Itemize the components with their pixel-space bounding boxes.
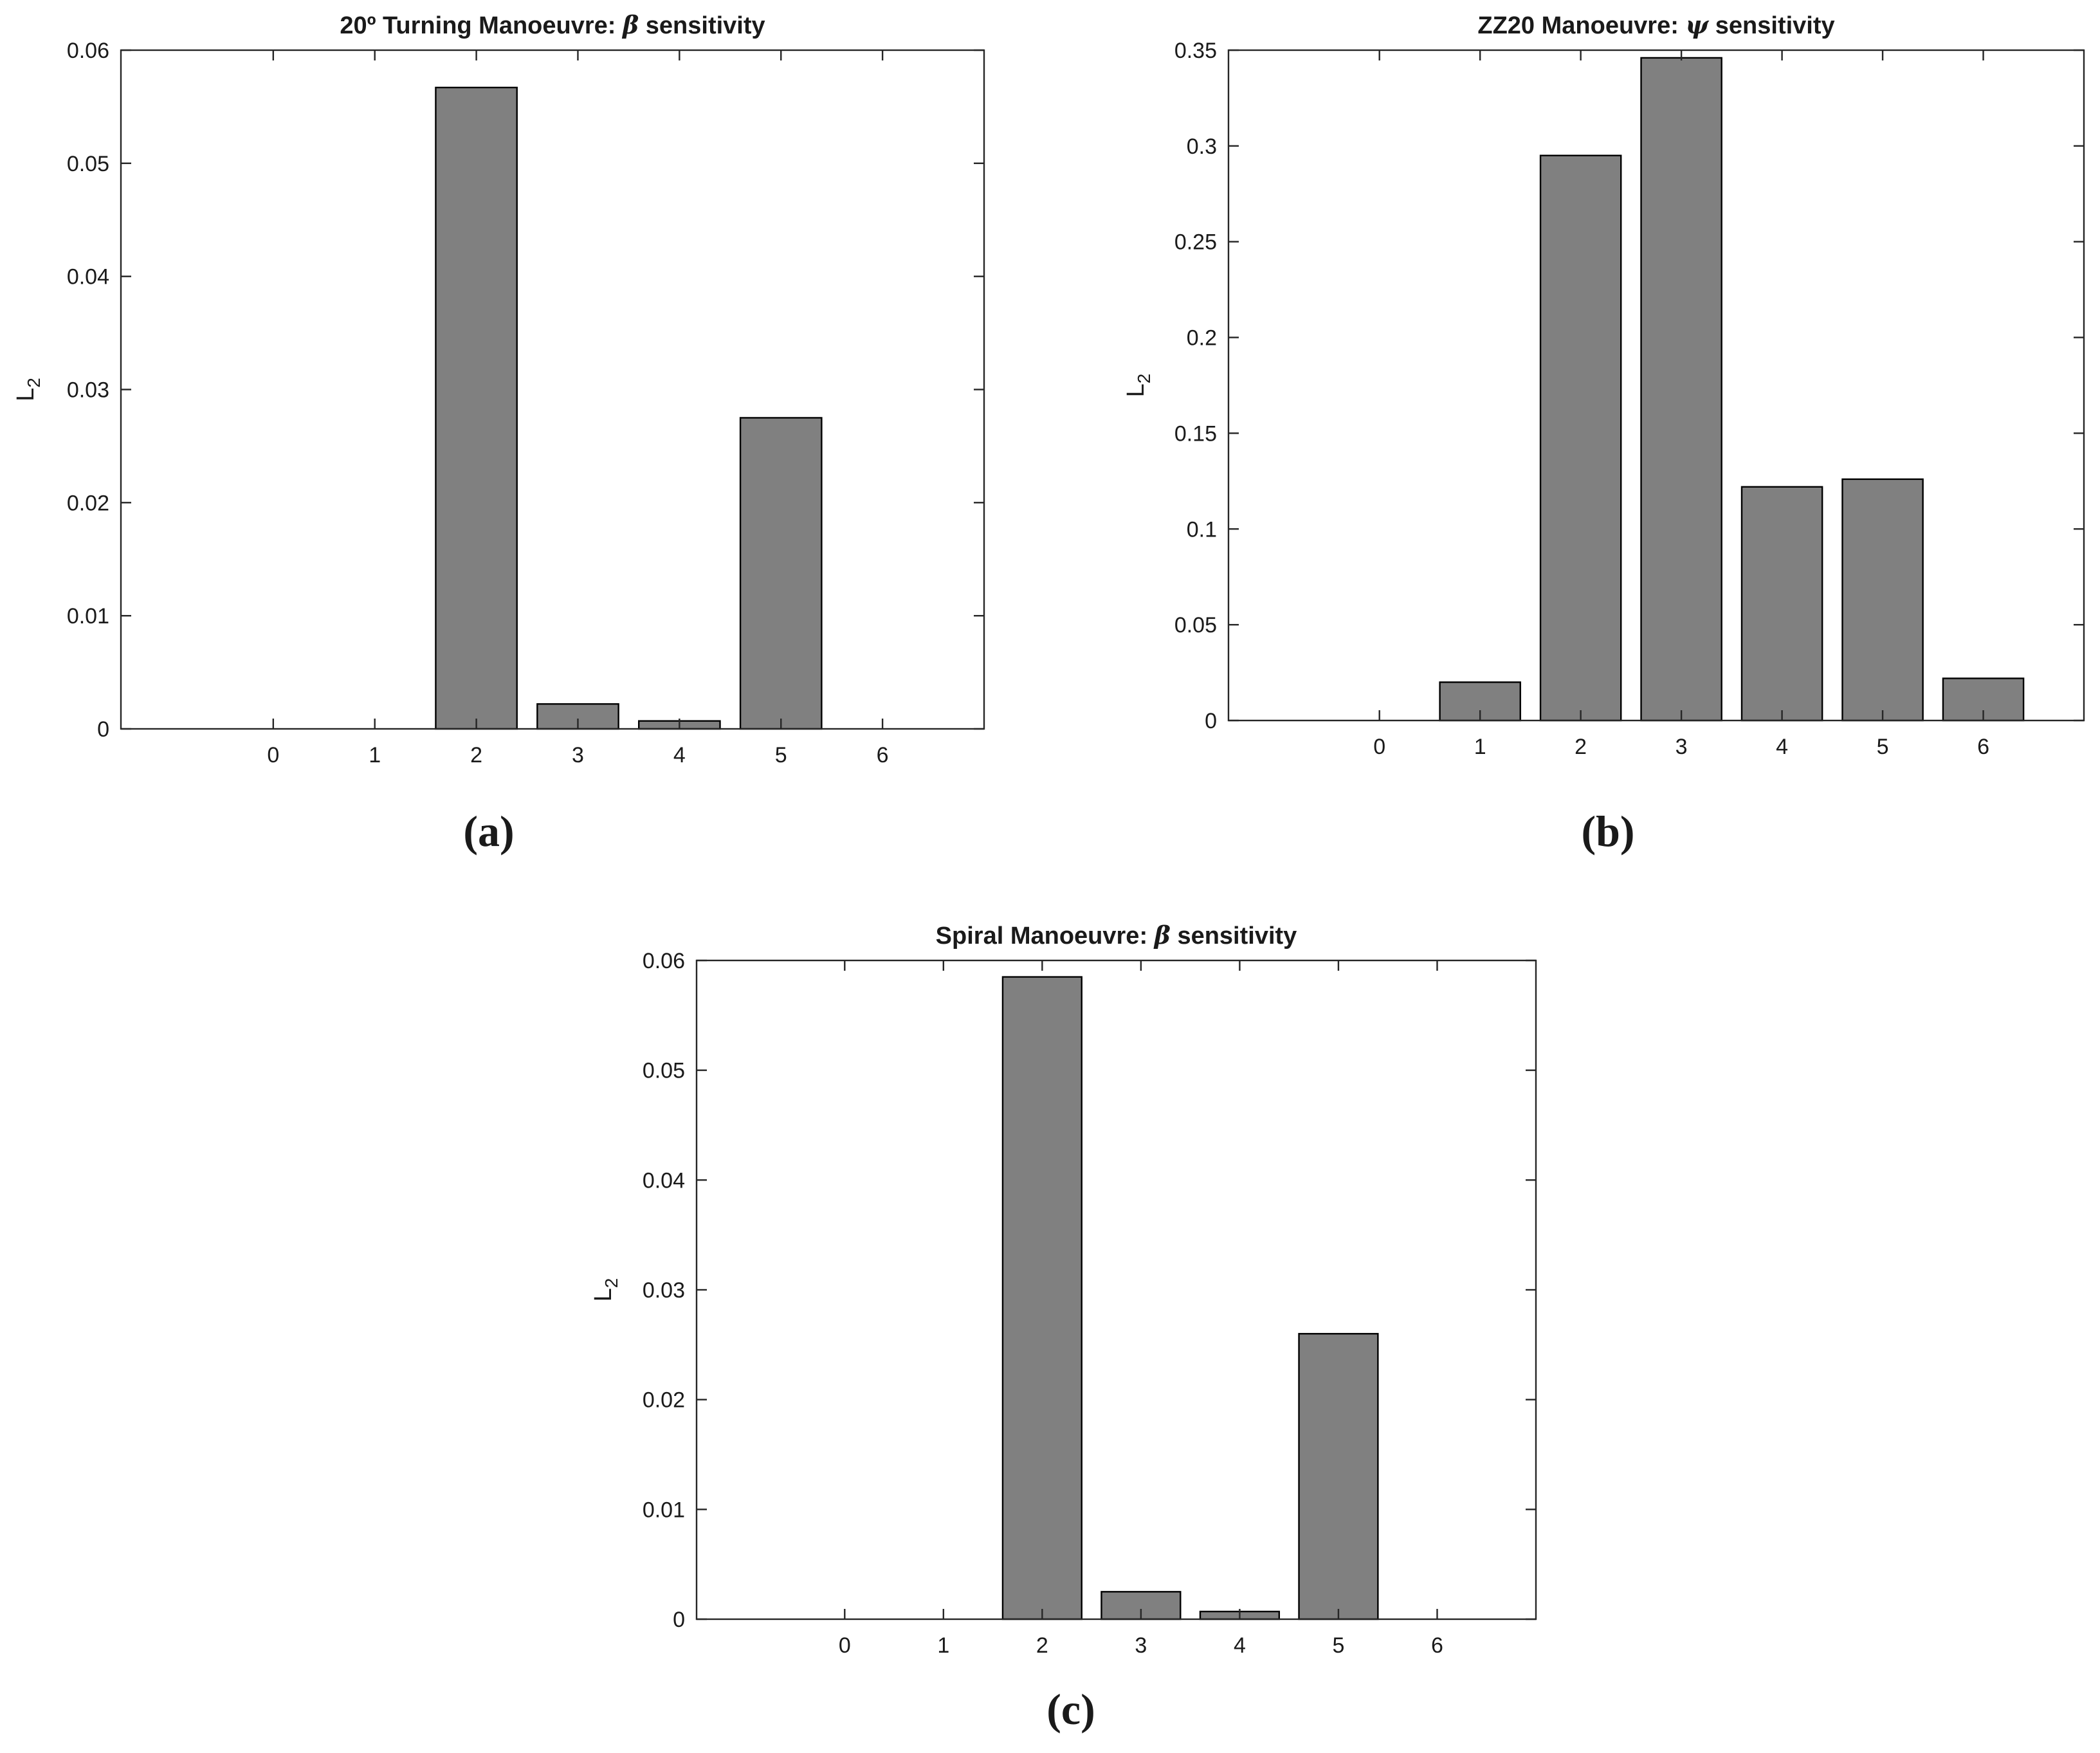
y-axis-label-main: L [590,1288,617,1301]
y-tick-label: 0.05 [643,1059,685,1083]
y-tick-label: 0.35 [1174,39,1217,63]
x-tick-label: 2 [1036,1633,1048,1658]
x-tick-label: 3 [1675,735,1688,759]
y-tick-label: 0 [673,1608,685,1632]
x-tick-label: 4 [673,743,686,767]
y-tick-label: 0.06 [643,949,685,973]
x-tick-label: 1 [937,1633,949,1658]
chart-title-symbol: β [621,10,639,39]
chart-title-suffix: sensitivity [1708,12,1834,39]
chart-title-symbol: ψ [1685,10,1709,39]
x-tick-label: 3 [1135,1633,1147,1658]
x-tick-label: 6 [1977,735,1989,759]
chart-title-prefix: Spiral Manoeuvre: [936,922,1155,950]
bar-3 [1640,57,1722,722]
y-tick-label: 0.02 [643,1388,685,1413]
y-tick-label: 0.25 [1174,230,1217,255]
y-axis-label-sub: 2 [24,378,44,388]
y-tick-label: 0.01 [643,1498,685,1522]
chart-title-suffix: sensitivity [1171,922,1297,950]
chart-panel-b: 0 0.05 0.1 0.15 0.2 0.25 0.3 0.35 0 1 2 3 4 5 6 ZZ20 Ma… [1122,10,2085,856]
y-tick-label: 0.01 [67,604,109,629]
y-tick-label: 0.02 [67,491,109,515]
y-tick-label: 0 [97,717,109,742]
chart-title-symbol: β [1153,921,1171,950]
bar-5 [1298,1333,1379,1620]
y-axis-label: L2 [1122,374,1154,398]
x-tick-label: 2 [470,743,482,767]
x-tick-label: 0 [839,1633,851,1658]
x-tick-label: 1 [1474,735,1486,759]
bar-5 [739,417,823,730]
y-axis-label-main: L [1122,383,1149,397]
y-tick-label: 0.03 [643,1278,685,1303]
x-tick-label: 1 [369,743,381,767]
y-tick-label: 0 [1205,709,1217,733]
panel-label: (a) [463,807,514,856]
x-tick-label: 0 [1373,735,1385,759]
bar-2 [1539,154,1622,722]
chart-title: Spiral Manoeuvre: β sensitivity [936,921,1297,950]
y-tick-label: 0.04 [67,265,109,289]
y-tick-label: 0.06 [67,39,109,63]
chart-panel-a: 0 0.01 0.02 0.03 0.04 0.05 0.06 0 1 2 3 4 5 6 20º Turn… [12,10,985,856]
bar-6 [1942,677,2025,722]
chart-title-suffix: sensitivity [639,12,765,39]
x-tick-label: 6 [1431,1633,1443,1658]
x-tick-label: 5 [1877,735,1889,759]
x-tick-label: 4 [1776,735,1788,759]
y-tick-label: 0.05 [67,152,109,176]
x-tick-label: 5 [1332,1633,1344,1658]
axes-box [695,959,1537,1620]
bar-2 [435,86,518,730]
chart-title: 20º Turning Manoeuvre: β sensitivity [340,10,765,39]
x-tick-label: 3 [572,743,584,767]
y-tick-label: 0.05 [1174,613,1217,638]
y-axis-label-sub: 2 [1134,374,1154,384]
y-tick-label: 0.04 [643,1168,685,1193]
chart-title: ZZ20 Manoeuvre: ψ sensitivity [1477,10,1834,39]
chart-title-prefix: 20º Turning Manoeuvre: [340,12,623,39]
y-axis-label: L2 [12,378,44,401]
x-tick-label: 5 [775,743,787,767]
y-tick-label: 0.03 [67,378,109,403]
panel-label: (c) [1046,1685,1095,1734]
y-tick-label: 0.1 [1187,517,1217,542]
chart-panel-c: 0 0.01 0.02 0.03 0.04 0.05 0.06 0 1 2 3 4 5 6 Spiral M… [590,921,1537,1734]
chart-title-prefix: ZZ20 Manoeuvre: [1477,12,1685,39]
bar-2 [1001,976,1082,1620]
bar-4 [1740,486,1823,722]
y-axis-label-main: L [12,388,39,401]
panel-label: (b) [1581,807,1634,856]
axes-box [1227,49,2085,722]
y-tick-label: 0.2 [1187,326,1217,351]
y-tick-label: 0.15 [1174,421,1217,446]
y-axis-label: L2 [590,1278,621,1302]
y-axis-label-sub: 2 [601,1278,621,1289]
x-tick-label: 0 [267,743,279,767]
x-tick-label: 4 [1234,1633,1246,1658]
y-tick-label: 0.3 [1187,134,1217,159]
x-tick-label: 6 [877,743,889,767]
x-tick-label: 2 [1575,735,1587,759]
bar-5 [1841,478,1924,722]
axes-box [120,49,985,730]
